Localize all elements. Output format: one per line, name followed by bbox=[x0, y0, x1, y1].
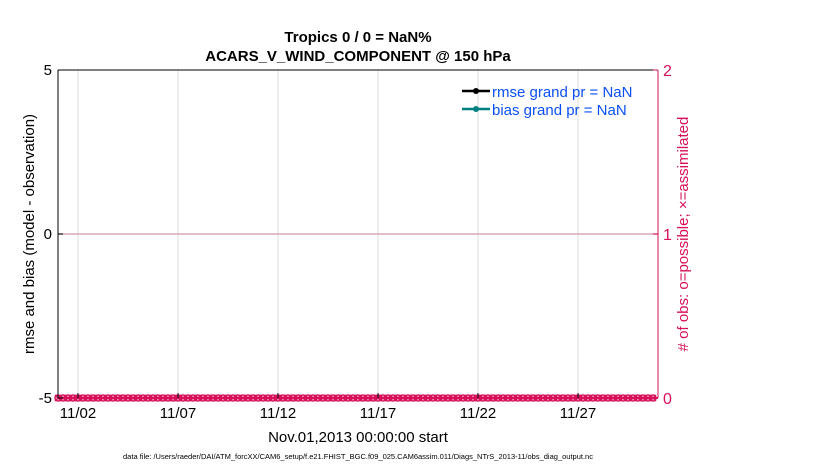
footnote: data file: /Users/raeder/DAI/ATM_forcXX/… bbox=[123, 452, 593, 461]
y-axis-label-right: # of obs: o=possible; ×=assimilated bbox=[675, 117, 692, 352]
x-tick-label: 11/02 bbox=[60, 405, 96, 422]
y-tick-label-right: 0 bbox=[663, 391, 672, 408]
y-axis-label-left: rmse and bias (model - observation) bbox=[21, 114, 38, 354]
x-tick-label: 11/12 bbox=[260, 405, 296, 422]
legend-bias-marker bbox=[473, 106, 479, 112]
x-tick-label: 11/07 bbox=[160, 405, 196, 422]
y-tick-label-left: -5 bbox=[39, 390, 52, 407]
legend-rmse-label: rmse grand pr = NaN bbox=[492, 84, 632, 101]
y-tick-label-left: 0 bbox=[44, 226, 52, 243]
legend-rmse-marker bbox=[473, 88, 479, 94]
x-tick-label: 11/17 bbox=[360, 405, 396, 422]
x-tick-label: 11/22 bbox=[460, 405, 496, 422]
chart-title-line1: Tropics 0 / 0 = NaN% bbox=[284, 29, 431, 46]
chart-title-line2: ACARS_V_WIND_COMPONENT @ 150 hPa bbox=[205, 48, 511, 65]
ticks: 11/02 11/07 11/12 11/17 11/22 11/27 -5 0 5 0 1 2 bbox=[39, 62, 672, 422]
x-axis-label: Nov.01,2013 00:00:00 start bbox=[268, 429, 449, 446]
legend-bias-label: bias grand pr = NaN bbox=[492, 102, 627, 119]
y-tick-label-right: 1 bbox=[663, 227, 672, 244]
y-tick-label-left: 5 bbox=[44, 62, 52, 79]
x-tick-label: 11/27 bbox=[560, 405, 596, 422]
y-tick-label-right: 2 bbox=[663, 63, 672, 80]
obs-markers bbox=[54, 394, 658, 402]
legend: rmse grand pr = NaN bias grand pr = NaN bbox=[462, 84, 632, 119]
